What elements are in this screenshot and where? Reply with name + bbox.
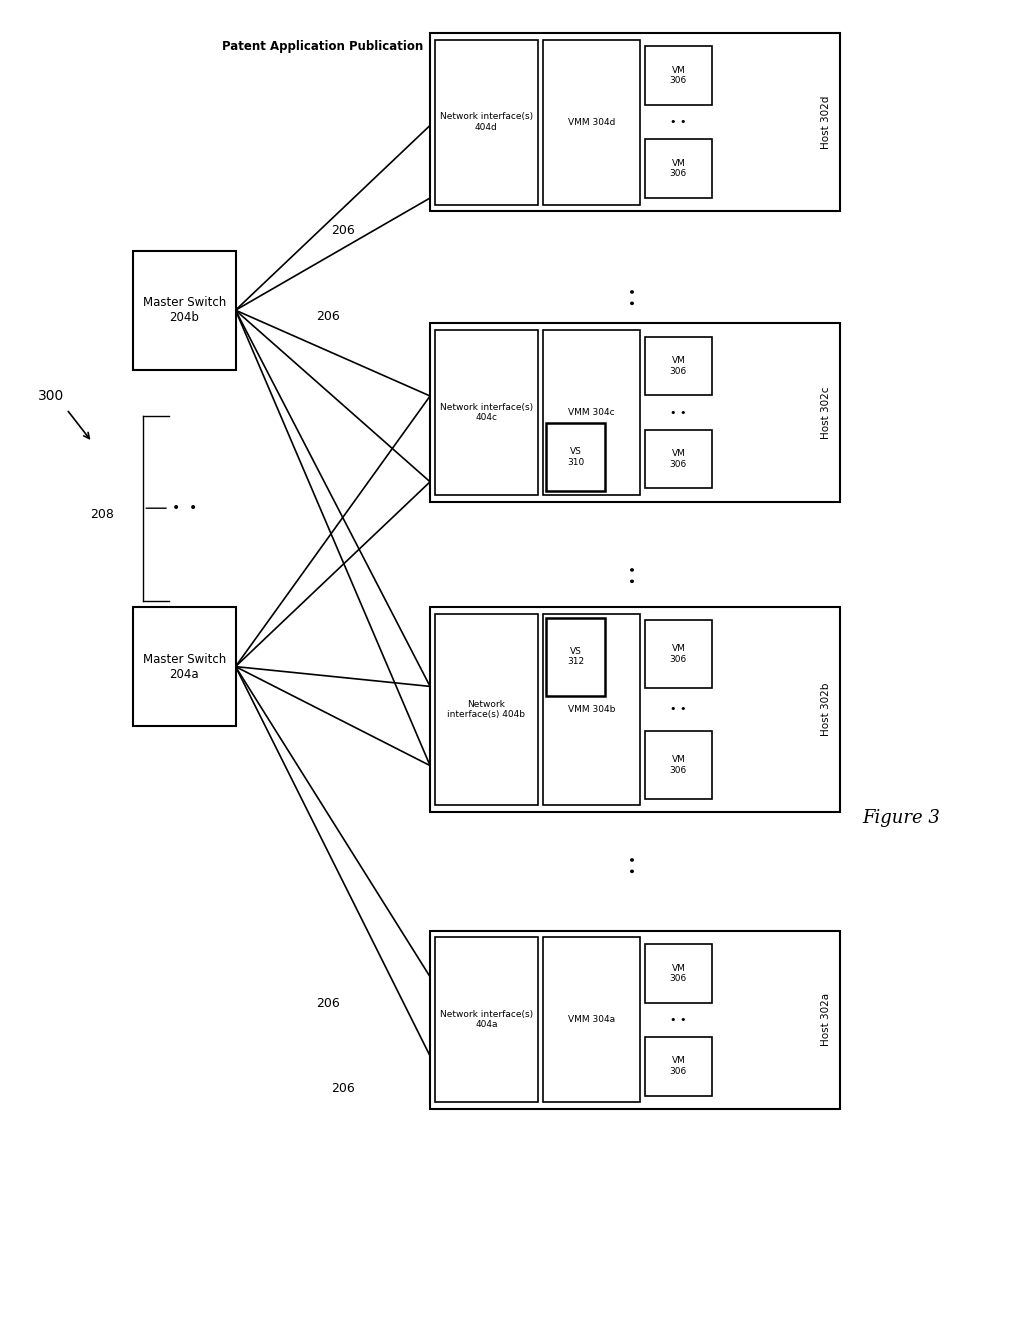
Text: Network interface(s)
404a: Network interface(s) 404a (440, 1010, 532, 1030)
FancyBboxPatch shape (133, 607, 236, 726)
FancyBboxPatch shape (430, 931, 840, 1109)
Text: • •: • • (629, 565, 641, 583)
Text: VMM 304d: VMM 304d (567, 117, 615, 127)
FancyBboxPatch shape (543, 614, 640, 805)
Text: • •: • • (629, 288, 641, 306)
Text: VS
312: VS 312 (567, 647, 584, 667)
Text: Figure 3: Figure 3 (862, 809, 940, 828)
FancyBboxPatch shape (546, 424, 605, 491)
Text: 206: 206 (315, 997, 340, 1010)
Text: VM
306: VM 306 (670, 644, 687, 664)
Text: VM
306: VM 306 (670, 356, 687, 376)
FancyBboxPatch shape (430, 607, 840, 812)
Text: Network interface(s)
404d: Network interface(s) 404d (440, 112, 532, 132)
FancyBboxPatch shape (645, 337, 712, 396)
Text: Host 302d: Host 302d (821, 95, 831, 149)
FancyBboxPatch shape (645, 46, 712, 106)
Text: 300: 300 (38, 389, 65, 403)
FancyBboxPatch shape (543, 937, 640, 1102)
Text: VM
306: VM 306 (670, 158, 687, 178)
Text: VMM 304c: VMM 304c (568, 408, 614, 417)
FancyBboxPatch shape (645, 944, 712, 1003)
Text: 206: 206 (315, 310, 340, 323)
FancyBboxPatch shape (430, 323, 840, 502)
Text: VM
306: VM 306 (670, 755, 687, 775)
FancyBboxPatch shape (645, 731, 712, 799)
Text: Master Switch
204a: Master Switch 204a (142, 652, 226, 681)
Text: VM
306: VM 306 (670, 449, 687, 469)
Text: 206: 206 (331, 1082, 355, 1096)
Text: Network
interface(s) 404b: Network interface(s) 404b (447, 700, 525, 719)
Text: Host 302b: Host 302b (821, 682, 831, 737)
Text: • •: • • (629, 855, 641, 874)
Text: VM
306: VM 306 (670, 66, 687, 86)
Text: Network interface(s)
404c: Network interface(s) 404c (440, 403, 532, 422)
Text: • •: • • (670, 1015, 687, 1024)
Text: Host 302c: Host 302c (821, 387, 831, 438)
Text: Patent Application Publication    Mar. 14, 2013  Sheet 3 of 11         US 2013/0: Patent Application Publication Mar. 14, … (222, 40, 802, 53)
FancyBboxPatch shape (543, 40, 640, 205)
FancyBboxPatch shape (645, 429, 712, 488)
FancyBboxPatch shape (645, 1036, 712, 1096)
Text: • •: • • (670, 408, 687, 417)
FancyBboxPatch shape (435, 614, 538, 805)
FancyBboxPatch shape (430, 33, 840, 211)
Text: • •: • • (670, 705, 687, 714)
Text: • •: • • (670, 117, 687, 127)
FancyBboxPatch shape (435, 937, 538, 1102)
Text: VM
306: VM 306 (670, 1056, 687, 1076)
Text: 208: 208 (90, 508, 115, 521)
Text: VS
310: VS 310 (567, 447, 584, 467)
FancyBboxPatch shape (645, 620, 712, 688)
Text: Master Switch
204b: Master Switch 204b (142, 296, 226, 325)
FancyBboxPatch shape (435, 40, 538, 205)
Text: VMM 304b: VMM 304b (567, 705, 615, 714)
Text: VMM 304a: VMM 304a (567, 1015, 615, 1024)
FancyBboxPatch shape (435, 330, 538, 495)
Text: Host 302a: Host 302a (821, 993, 831, 1047)
FancyBboxPatch shape (133, 251, 236, 370)
FancyBboxPatch shape (546, 618, 605, 696)
Text: •  •: • • (172, 502, 197, 515)
Text: 206: 206 (331, 224, 355, 238)
FancyBboxPatch shape (543, 330, 640, 495)
FancyBboxPatch shape (645, 139, 712, 198)
Text: VM
306: VM 306 (670, 964, 687, 983)
